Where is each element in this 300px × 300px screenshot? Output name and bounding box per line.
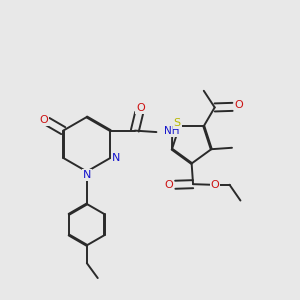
Text: N: N [111,153,120,163]
Text: O: O [165,180,173,190]
Text: N: N [82,170,91,180]
Text: O: O [136,103,145,112]
Text: O: O [211,180,220,190]
Text: S: S [174,118,181,128]
Text: NH: NH [164,127,180,136]
Text: O: O [40,115,48,125]
Text: O: O [234,100,243,110]
